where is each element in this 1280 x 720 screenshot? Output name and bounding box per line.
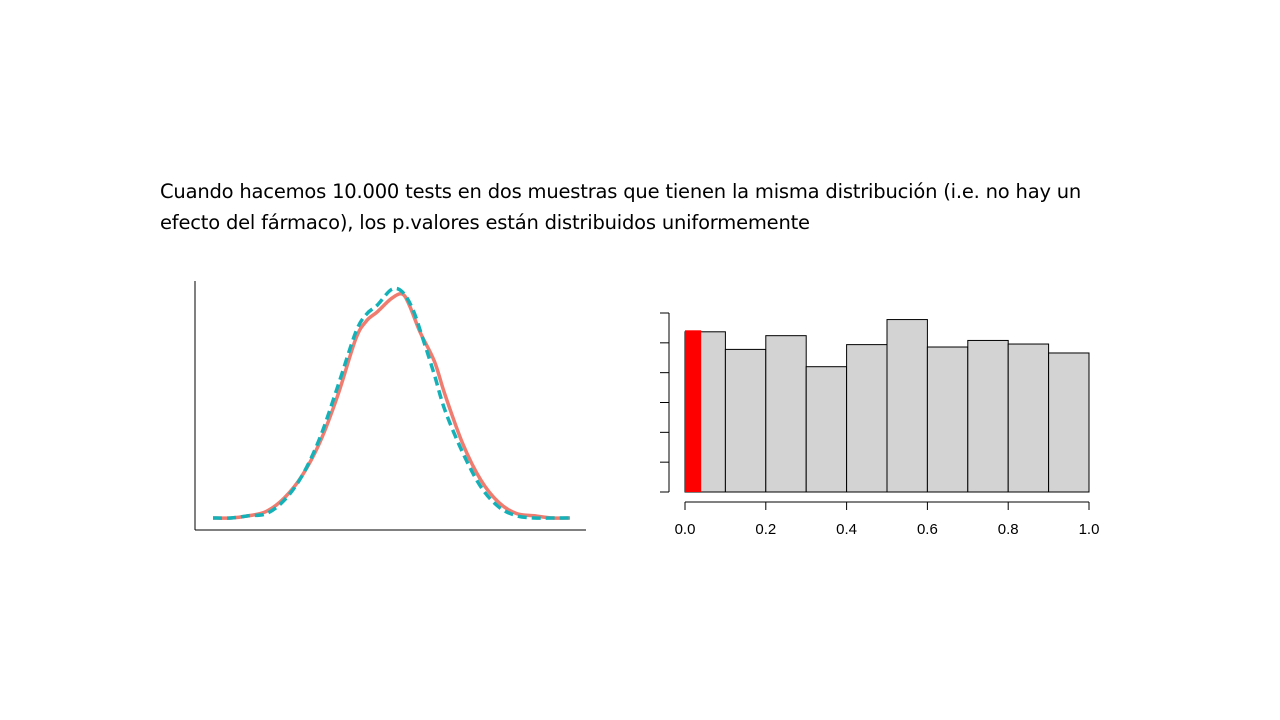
- histogram-x-tick-label: 0.6: [917, 521, 938, 538]
- histogram-bar: [886, 319, 928, 493]
- histogram-bar: [967, 339, 1009, 493]
- significant-p-value-bar: [685, 330, 702, 492]
- histogram-bar: [846, 344, 888, 493]
- histogram-bar: [805, 366, 848, 493]
- histogram-bar: [926, 346, 969, 493]
- histogram-x-tick-label: 0.4: [836, 521, 857, 538]
- histogram-bar: [1048, 352, 1090, 493]
- slide-caption: Cuando hacemos 10.000 tests en dos muest…: [160, 180, 1082, 234]
- density-plot: [194, 281, 586, 531]
- histogram-x-tick-label: 1.0: [1079, 521, 1100, 538]
- histogram-bar: [1007, 343, 1050, 493]
- histogram-bar: [724, 348, 767, 493]
- p-value-histogram: 0.0 0.2 0.4 0.6 0.8 1.0: [660, 312, 1100, 538]
- density-line-2: [212, 286, 570, 520]
- density-line-1: [212, 292, 571, 520]
- histogram-x-tick-label: 0.2: [755, 521, 776, 538]
- histogram-bar: [765, 335, 807, 493]
- histogram-x-tick-label: 0.0: [675, 521, 696, 538]
- histogram-x-tick-label: 0.8: [998, 521, 1019, 538]
